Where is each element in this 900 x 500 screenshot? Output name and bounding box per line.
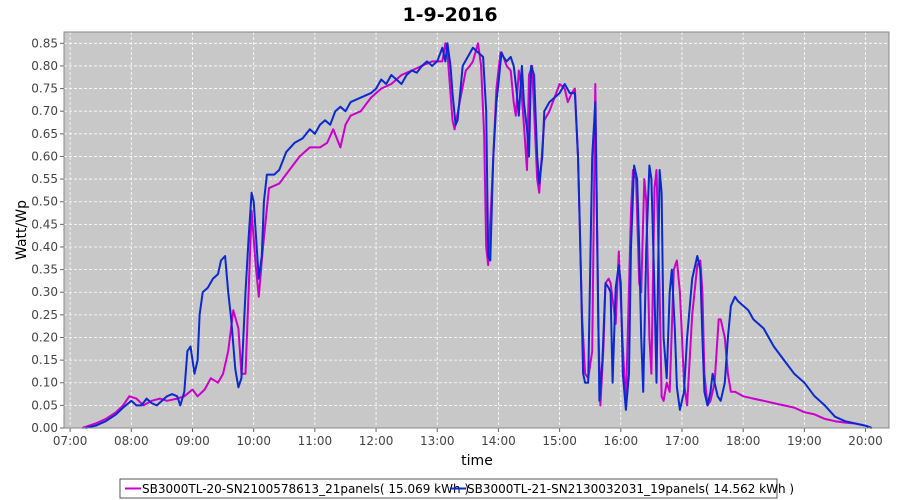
x-tick-label: 08:00 — [114, 434, 149, 448]
chart-title: 1-9-2016 — [402, 4, 497, 26]
x-tick-label: 17:00 — [665, 434, 700, 448]
x-tick-label: 18:00 — [726, 434, 761, 448]
plot-area — [64, 32, 889, 428]
x-tick-label: 11:00 — [298, 434, 333, 448]
y-tick-label: 0.75 — [31, 82, 58, 96]
x-axis-ticks: 07:00 08:00 09:00 10:00 11:00 12:00 13:00 14:00… — [53, 428, 883, 448]
y-tick-label: 0.05 — [31, 398, 58, 412]
x-tick-label: 12:00 — [359, 434, 394, 448]
y-tick-label: 0.55 — [31, 172, 58, 186]
series-layer — [82, 42, 873, 429]
y-tick-label: 0.85 — [31, 36, 58, 50]
y-tick-label: 0.45 — [31, 217, 58, 231]
x-tick-label: 20:00 — [848, 434, 883, 448]
series-line-1 — [85, 42, 873, 429]
y-tick-label: 0.20 — [31, 330, 58, 344]
x-tick-label: 16:00 — [604, 434, 639, 448]
y-tick-label: 0.70 — [31, 104, 58, 118]
x-tick-label: 10:00 — [236, 434, 271, 448]
y-tick-label: 0.10 — [31, 376, 58, 390]
y-tick-label: 0.35 — [31, 263, 58, 277]
y-tick-label: 0.65 — [31, 127, 58, 141]
y-axis-label: Watt/Wp — [14, 200, 30, 260]
x-tick-label: 14:00 — [481, 434, 516, 448]
y-tick-label: 0.50 — [31, 195, 58, 209]
grid-lines — [64, 32, 889, 429]
x-tick-label: 15:00 — [542, 434, 577, 448]
x-tick-label: 09:00 — [175, 434, 210, 448]
legend-label-1: SB3000TL-21-SN2130032031_19panels( 14.56… — [467, 482, 794, 496]
x-axis-label: time — [461, 453, 493, 469]
legend: SB3000TL-20-SN2100578613_21panels( 15.06… — [119, 478, 794, 499]
y-tick-label: 0.60 — [31, 149, 58, 163]
x-tick-label: 13:00 — [420, 434, 455, 448]
y-tick-label: 0.80 — [31, 59, 58, 73]
legend-box — [119, 478, 778, 499]
y-tick-label: 0.40 — [31, 240, 58, 254]
plot-border — [63, 31, 890, 429]
legend-label-0: SB3000TL-20-SN2100578613_21panels( 15.06… — [142, 482, 469, 496]
x-tick-label: 19:00 — [787, 434, 822, 448]
y-tick-label: 0.30 — [31, 285, 58, 299]
y-axis-ticks: 0.00 0.05 0.10 0.15 0.20 0.25 0.30 0.35 0.40 0.45… — [31, 36, 64, 435]
y-tick-label: 0.00 — [31, 421, 58, 435]
y-tick-label: 0.25 — [31, 308, 58, 322]
y-tick-label: 0.15 — [31, 353, 58, 367]
series-line-0 — [82, 42, 873, 429]
x-tick-label: 07:00 — [53, 434, 88, 448]
